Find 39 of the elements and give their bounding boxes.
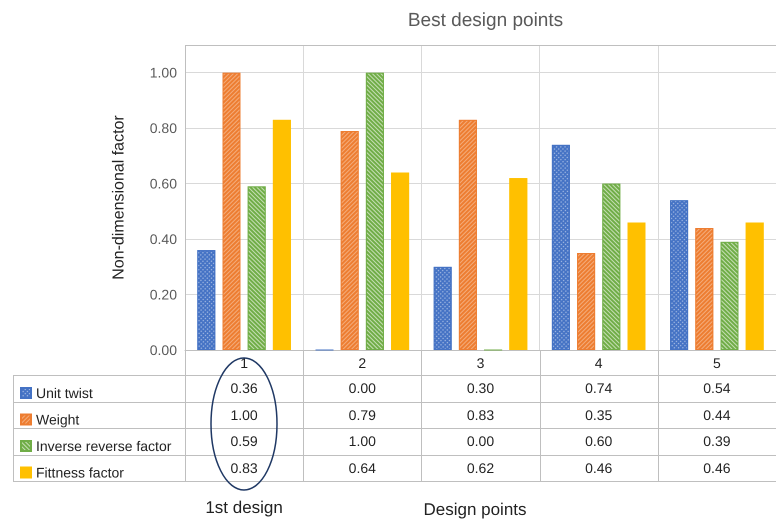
data-label: 1.00 — [348, 432, 377, 451]
data-label: 0.60 — [584, 432, 614, 451]
y-tick-label: 0.80 — [150, 120, 178, 136]
x-tick-label: 5 — [713, 355, 721, 371]
legend-label: Inverse reverse factor — [36, 438, 172, 454]
y-tick-label: 0.20 — [150, 286, 178, 303]
legend-label: Unit twist — [36, 385, 93, 401]
text: 1st design — [205, 498, 283, 518]
data-label: 0.44 — [702, 406, 732, 424]
x-tick-label: 3 — [476, 355, 485, 371]
text: Design points — [423, 500, 527, 520]
data-label: 0.00 — [466, 432, 496, 451]
x-tick-label: 4 — [594, 355, 603, 371]
y-tick-label: 0.60 — [150, 176, 178, 192]
data-label: 0.64 — [348, 458, 377, 478]
x-tick-label: 2 — [358, 355, 366, 371]
data-label: 0.54 — [702, 379, 732, 398]
data-label: 0.83 — [466, 406, 496, 424]
data-label: 0.79 — [348, 406, 377, 424]
data-label: 0.00 — [348, 379, 377, 398]
data-label: 0.36 — [229, 379, 259, 398]
y-tick-label: 1.00 — [150, 64, 178, 81]
y-axis-title: Non-dimensional factor — [110, 114, 128, 280]
data-label: 0.35 — [584, 406, 614, 424]
data-label: 0.59 — [229, 432, 259, 451]
data-label: 0.46 — [584, 458, 614, 478]
data-label: 0.46 — [702, 458, 732, 478]
y-tick-label: 0.00 — [150, 342, 178, 358]
data-label: 0.39 — [702, 432, 732, 451]
chart-title: Best design points — [408, 10, 564, 31]
data-label: 0.74 — [584, 379, 614, 398]
x-tick-label: 1 — [240, 355, 248, 371]
data-label: 0.62 — [466, 458, 496, 478]
y-tick-label: 0.40 — [150, 231, 178, 248]
data-label: 0.30 — [466, 379, 496, 398]
legend-label: Fittness factor — [36, 464, 124, 480]
legend-label: Weight — [36, 412, 80, 428]
data-label: 0.83 — [229, 458, 259, 478]
data-label: 1.00 — [229, 406, 259, 424]
